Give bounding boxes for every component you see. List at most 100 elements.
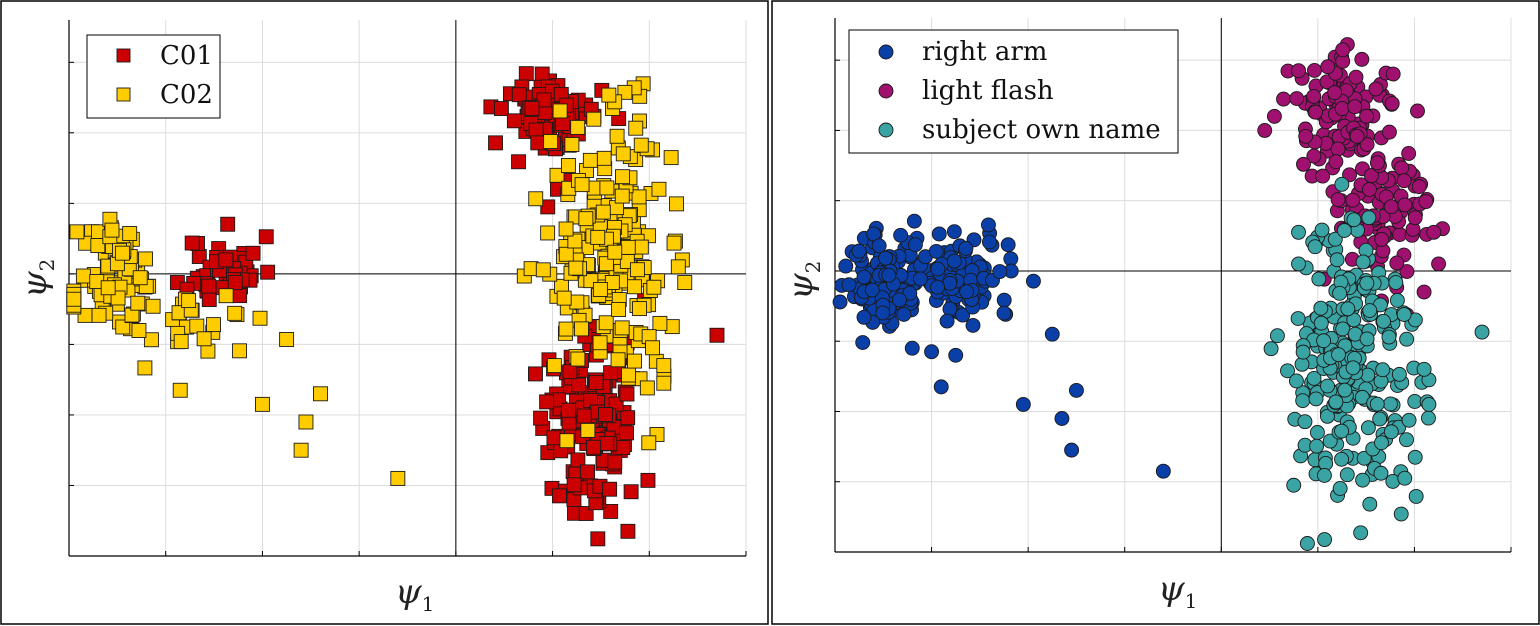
point-subject-own-name	[1337, 382, 1353, 398]
point-light-flash	[1418, 194, 1434, 210]
point-subject-own-name	[1319, 408, 1335, 424]
panel-left-xlabel: ψ1	[395, 572, 434, 616]
point-subject-own-name	[1332, 481, 1348, 496]
point-subject-own-name	[1393, 506, 1409, 522]
point-c01	[588, 375, 604, 391]
point-c02	[206, 317, 221, 333]
point-right-arm	[896, 306, 912, 322]
point-light-flash	[1411, 179, 1427, 195]
point-light-flash	[1396, 173, 1412, 189]
point-subject-own-name	[1399, 432, 1414, 448]
point-c02	[298, 414, 314, 430]
point-subject-own-name	[1313, 300, 1329, 316]
point-light-flash	[1374, 231, 1390, 247]
point-light-flash	[1335, 42, 1351, 58]
point-c02	[145, 298, 161, 314]
point-right-arm	[864, 282, 880, 298]
point-light-flash	[1359, 137, 1375, 152]
point-c02	[609, 128, 625, 144]
point-light-flash	[1349, 128, 1365, 144]
point-subject-own-name	[1263, 341, 1279, 357]
point-light-flash	[1410, 103, 1425, 119]
point-c02	[313, 386, 328, 402]
point-right-arm	[856, 269, 872, 285]
point-subject-own-name	[1373, 465, 1389, 481]
point-subject-own-name	[1306, 370, 1322, 386]
point-c02	[627, 279, 642, 295]
point-subject-own-name	[1381, 329, 1397, 345]
point-c01	[623, 484, 639, 500]
point-c01	[511, 87, 527, 103]
point-c01	[534, 66, 550, 82]
point-c02	[639, 380, 655, 396]
point-right-arm	[1044, 326, 1060, 342]
point-c01	[488, 135, 503, 151]
point-c01	[561, 402, 576, 418]
chart-panel-left: ψ1 ψ2 C01 C02	[0, 0, 769, 625]
point-c01	[528, 366, 543, 382]
point-c01	[580, 464, 595, 480]
point-c02	[578, 211, 594, 227]
point-subject-own-name	[1291, 256, 1306, 272]
point-right-arm	[893, 227, 909, 243]
point-right-arm	[996, 305, 1012, 321]
point-right-arm	[1015, 396, 1031, 412]
point-c02	[130, 295, 146, 311]
point-c01	[571, 377, 587, 393]
point-light-flash	[1392, 227, 1408, 242]
legend-label-c01: C01	[160, 41, 213, 71]
point-c02	[641, 435, 657, 451]
legend-label-c02: C02	[160, 80, 213, 110]
point-c02	[651, 181, 667, 197]
point-c02	[592, 335, 608, 351]
point-right-arm	[875, 305, 891, 321]
point-subject-own-name	[1314, 222, 1330, 238]
point-c01	[590, 531, 606, 547]
point-c02	[663, 150, 679, 166]
point-right-arm	[902, 285, 918, 301]
point-subject-own-name	[1336, 223, 1352, 238]
point-c02	[564, 137, 580, 152]
point-light-flash	[1266, 108, 1282, 124]
point-subject-own-name	[1327, 231, 1343, 247]
legend-label-right-arm: right arm	[922, 37, 1047, 67]
point-subject-own-name	[1329, 252, 1345, 268]
point-c02	[629, 262, 645, 278]
point-subject-own-name	[1408, 488, 1424, 504]
point-c02	[598, 315, 614, 331]
point-subject-own-name	[1421, 396, 1437, 412]
point-c02	[196, 331, 212, 347]
point-subject-own-name	[1334, 423, 1350, 439]
point-c02	[598, 256, 614, 272]
point-c02	[549, 167, 565, 183]
point-c01	[546, 430, 562, 446]
point-c02	[75, 268, 91, 284]
point-light-flash	[1334, 101, 1350, 117]
point-light-flash	[1298, 128, 1314, 144]
point-subject-own-name	[1353, 525, 1369, 541]
point-c02	[677, 275, 693, 290]
point-c02	[114, 245, 130, 261]
point-c02	[560, 158, 576, 173]
point-light-flash	[1431, 256, 1447, 272]
point-c01	[493, 101, 509, 116]
point-c01	[603, 504, 619, 519]
point-right-arm	[832, 294, 848, 310]
point-right-arm	[838, 258, 854, 274]
point-light-flash	[1291, 63, 1306, 79]
point-light-flash	[1306, 148, 1322, 164]
point-subject-own-name	[1361, 210, 1377, 226]
point-c01	[201, 292, 217, 308]
point-c02	[546, 358, 562, 374]
point-subject-own-name	[1376, 313, 1391, 329]
point-subject-own-name	[1334, 176, 1350, 192]
point-subject-own-name	[1322, 433, 1338, 449]
point-c01	[258, 229, 274, 245]
panel-left-ylabel: ψ2	[15, 259, 59, 298]
point-subject-own-name	[1360, 420, 1376, 436]
point-subject-own-name	[1362, 496, 1378, 512]
point-subject-own-name	[1356, 450, 1372, 466]
point-c02	[252, 310, 268, 326]
point-c01	[555, 116, 570, 131]
